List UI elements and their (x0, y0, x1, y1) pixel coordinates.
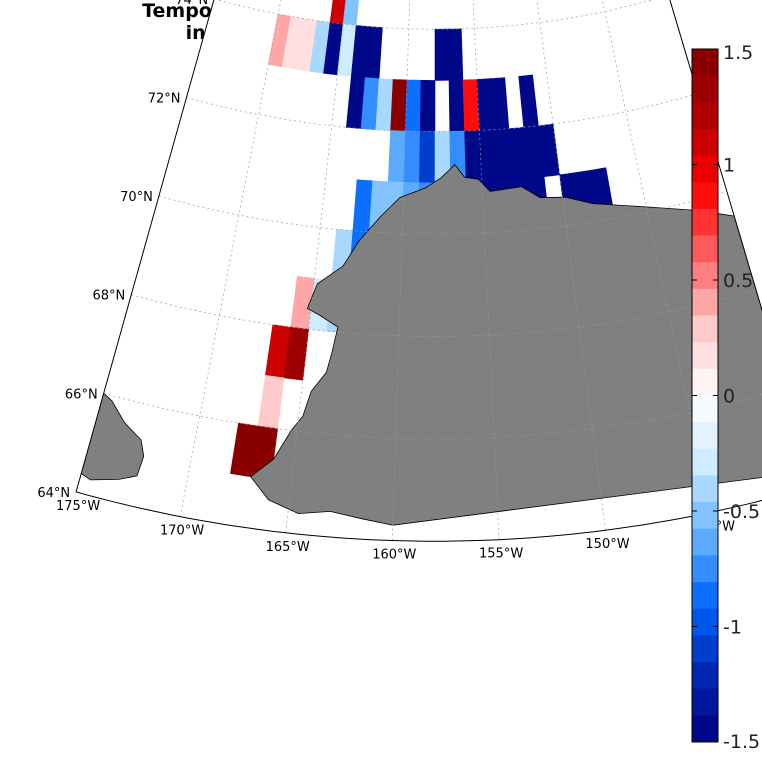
colorbar-segment (692, 475, 718, 503)
colorbar-segment (692, 288, 718, 317)
parallel-line (131, 289, 757, 337)
colorbar-segment (692, 582, 718, 610)
data-box (419, 80, 436, 132)
colorbar: 1.5 1 0.5 0 -0.5 -1 -1.5 (691, 42, 760, 753)
logo-mark-front (531, 670, 570, 706)
lon-label: 165°W (266, 540, 310, 555)
logo-text-pimep: pi-mep (583, 680, 661, 704)
colorbar-tick-label: 0 (723, 386, 735, 408)
colorbar-segment (692, 368, 718, 396)
colorbar-tick-label: 1 (723, 155, 735, 177)
meridian-line (285, 0, 378, 533)
colorbar-segment (692, 75, 718, 103)
colorbar-segment (692, 102, 718, 130)
data-box (448, 79, 465, 132)
colorbar-segment (692, 155, 718, 183)
graticule (103, 0, 762, 541)
colorbar-tick-label: 1.5 (723, 42, 753, 64)
lat-label: 74°N (175, 0, 208, 8)
lon-label: 175°W (56, 499, 100, 514)
logo-mark-back (537, 662, 578, 703)
map-frame (75, 0, 762, 542)
data-box (375, 78, 394, 131)
colorbar-segment (692, 182, 718, 210)
colorbar-segment (692, 422, 718, 450)
lon-label: 150°W (585, 537, 629, 552)
graticule-labels: 80°N78°N76°N74°N72°N70°N68°N66°N64°N175°… (37, 0, 735, 563)
parallel-line (103, 387, 762, 440)
data-box (390, 79, 408, 132)
salinity-pi-mep-logo: salinity pi-mep (531, 658, 666, 706)
meridian-line (391, 0, 419, 541)
parallel-line (158, 191, 727, 235)
colorbar-segment (692, 528, 718, 556)
data-box (405, 79, 422, 132)
colorbar-segments (692, 49, 718, 743)
colorbar-segment (692, 448, 718, 476)
data-box (434, 28, 450, 81)
lon-label: 155°W (479, 547, 523, 562)
colorbar-tick-label: -1.5 (723, 731, 760, 753)
colorbar-segment (692, 128, 718, 157)
lat-label: 66°N (65, 387, 98, 402)
colorbar-segment (692, 688, 718, 716)
colorbar-segment (692, 262, 718, 290)
colorbar-segment (692, 608, 718, 636)
lat-label: 64°N (37, 486, 70, 501)
colorbar-segment (692, 715, 718, 743)
colorbar-segment (692, 342, 718, 370)
data-box (462, 79, 480, 132)
colorbar-segment (692, 555, 718, 583)
colorbar-tick-label: -0.5 (723, 501, 760, 523)
data-box (387, 130, 406, 183)
data-box (447, 28, 464, 81)
data-box (419, 131, 436, 184)
meridian-line (500, 0, 606, 531)
colorbar-segment (692, 49, 718, 77)
data-box (464, 130, 483, 183)
meridian-line (540, 0, 712, 513)
colorbar-segment (692, 502, 718, 530)
lon-label: 160°W (372, 548, 416, 563)
lat-label: 68°N (93, 289, 126, 304)
lon-label: 170°W (160, 524, 204, 539)
logo-text-salinity: salinity (583, 658, 666, 682)
colorbar-segment (692, 208, 718, 237)
data-box (403, 130, 421, 184)
colorbar-segment (692, 635, 718, 663)
lat-label: 70°N (120, 190, 153, 205)
colorbar-segment (692, 395, 718, 423)
parallel-line (214, 0, 669, 30)
land-layer (76, 164, 762, 526)
colorbar-tick-label: 0.5 (723, 270, 753, 292)
lat-label: 72°N (148, 92, 181, 107)
colorbar-segment (692, 235, 718, 263)
colorbar-ticks: 1.5 1 0.5 0 -0.5 -1 -1.5 (692, 42, 760, 753)
colorbar-tick-label: -1 (723, 617, 742, 639)
parallel-line (186, 93, 698, 132)
meridian-line (179, 0, 338, 517)
colorbar-segment (692, 315, 718, 343)
colorbar-segment (692, 662, 718, 690)
meridian-line (459, 0, 500, 540)
